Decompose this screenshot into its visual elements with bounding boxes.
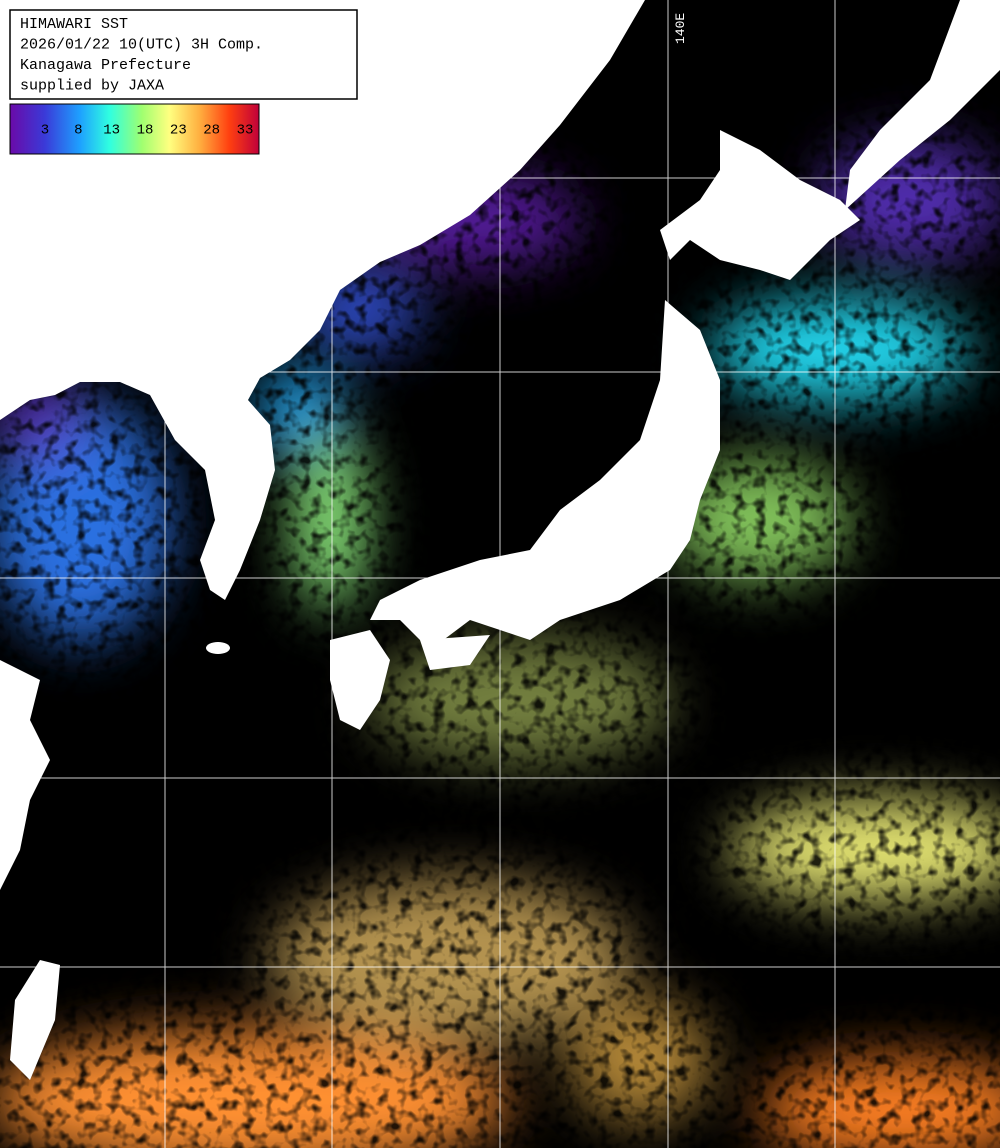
colorbar-label: 33 [237,123,254,139]
header-box [9,9,358,100]
lat-label: 40N [12,355,35,370]
colorbar [9,103,260,155]
colorbar-label: 23 [170,123,187,139]
header-line: supplied by JAXA [20,78,164,95]
header-line: HIMAWARI SST [20,16,128,33]
lon-label: 140E [673,13,688,44]
colorbar-label: 3 [41,123,49,139]
header-line: Kanagawa Prefecture [20,57,191,74]
lat-label: 30N [10,761,33,776]
colorbar-label: 8 [74,123,82,139]
colorbar-label: 13 [103,123,120,139]
header-line: 2026/01/22 10(UTC) 3H Comp. [20,37,263,54]
colorbar-label: 18 [137,123,154,139]
colorbar-label: 28 [203,123,220,139]
